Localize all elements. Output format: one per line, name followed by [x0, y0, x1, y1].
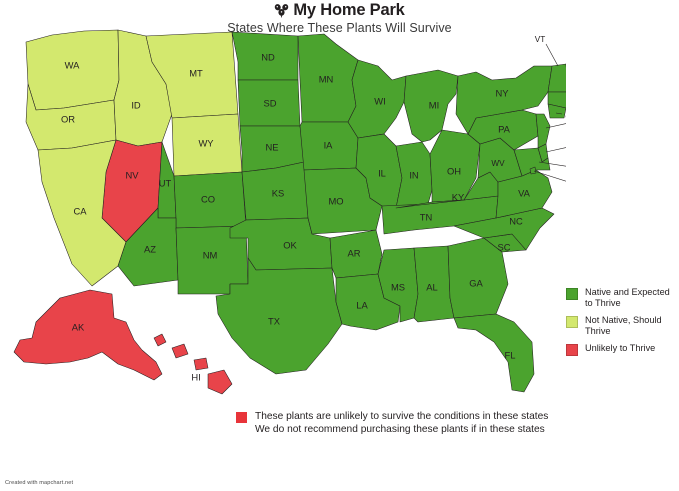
- legend-item-unlikely: Unlikely to Thrive: [566, 343, 676, 356]
- state-AL[interactable]: [413, 245, 455, 323]
- state-CT[interactable]: [547, 103, 566, 119]
- state-MD[interactable]: [513, 147, 551, 177]
- state-IN[interactable]: [395, 141, 433, 209]
- state-KS[interactable]: [241, 161, 309, 221]
- leader-line-nj: [545, 123, 566, 129]
- state-NC[interactable]: [453, 207, 555, 251]
- state-AR[interactable]: [329, 229, 383, 279]
- state-MN[interactable]: [297, 33, 359, 123]
- page-subtitle: States Where These Plants Will Survive: [227, 20, 452, 35]
- state-label-VT: VT: [535, 35, 545, 44]
- legend-label-native: Native and Expected to Thrive: [585, 287, 670, 309]
- legend-item-native: Native and Expected to Thrive: [566, 287, 676, 310]
- legend-swatch-native: [566, 288, 578, 300]
- leader-line-de: [545, 147, 566, 153]
- state-HI-4[interactable]: [207, 369, 233, 395]
- leader-line-dc: [533, 170, 566, 182]
- legend-swatch-unlikely: [566, 343, 578, 356]
- legend: Native and Expected to Thrive Not Native…: [566, 287, 676, 361]
- brand-row: My Home Park: [0, 2, 679, 19]
- brand-title: My Home Park: [293, 1, 405, 19]
- attribution: Created with mapchart.net: [5, 480, 74, 486]
- us-map-svg: WA OR ID MT WY NV CA UT CO AZ NM ND SD N…: [13, 29, 566, 395]
- state-TX[interactable]: [215, 257, 343, 375]
- state-SD[interactable]: [237, 79, 301, 127]
- leader-line-vt: [545, 43, 559, 67]
- footnote: These plants are unlikely to survive the…: [236, 410, 548, 436]
- state-IA[interactable]: [299, 121, 359, 171]
- legend-item-not-native: Not Native, Should Thrive: [566, 315, 676, 338]
- state-WI[interactable]: [347, 59, 407, 139]
- state-HI[interactable]: [153, 333, 167, 347]
- leader-line-md: [538, 161, 566, 167]
- footnote-line-2: We do not recommend purchasing these pla…: [255, 424, 545, 436]
- state-ND[interactable]: [231, 31, 299, 81]
- footnote-text: These plants are unlikely to survive the…: [255, 410, 548, 436]
- state-AK[interactable]: [13, 289, 163, 381]
- state-FL[interactable]: [453, 313, 535, 393]
- state-WA[interactable]: [25, 29, 120, 111]
- state-VT[interactable]: [547, 63, 566, 93]
- state-NJ[interactable]: [535, 113, 551, 149]
- legend-swatch-not-native: [566, 315, 578, 328]
- legend-label-not-native: Not Native, Should Thrive: [585, 314, 662, 337]
- footnote-line-1: These plants are unlikely to survive the…: [255, 411, 549, 422]
- state-label-HI: HI: [191, 371, 200, 382]
- state-CO[interactable]: [173, 171, 247, 229]
- footnote-swatch-unlikely: [236, 412, 247, 423]
- state-WY[interactable]: [171, 113, 243, 177]
- state-OH[interactable]: [429, 129, 481, 203]
- state-HI-2[interactable]: [171, 343, 189, 359]
- state-DC[interactable]: [529, 166, 537, 175]
- state-HI-3[interactable]: [193, 357, 209, 371]
- header: My Home Park States Where These Plants W…: [0, 0, 679, 35]
- leader-line-ct: [555, 112, 563, 115]
- legend-label-unlikely: Unlikely to Thrive: [585, 342, 656, 353]
- state-AZ[interactable]: [117, 207, 179, 287]
- leaf-cluster-icon: [275, 3, 289, 18]
- us-map: WA OR ID MT WY NV CA UT CO AZ NM ND SD N…: [6, 22, 566, 422]
